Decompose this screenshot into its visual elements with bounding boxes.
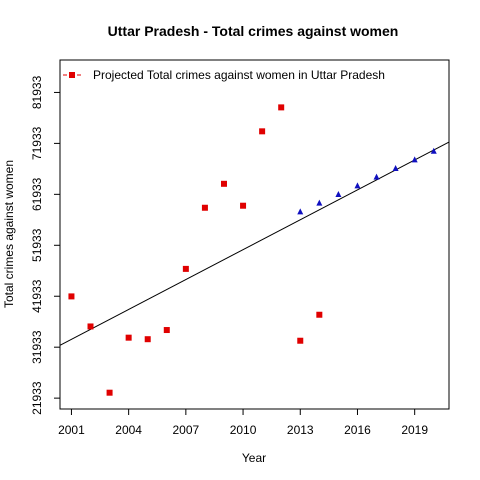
observed-point (240, 202, 247, 209)
projected-point (430, 147, 437, 154)
projected-point (297, 208, 304, 215)
y-tick-label: 81933 (30, 75, 44, 109)
projected-point (392, 165, 399, 172)
observed-point (182, 265, 189, 272)
legend-marker (69, 72, 75, 78)
observed-point (106, 389, 113, 396)
chart-title: Uttar Pradesh - Total crimes against wom… (108, 23, 399, 39)
observed-point (87, 323, 94, 330)
observed-point (220, 180, 227, 187)
y-tick-label: 51933 (30, 228, 44, 262)
projected-point (354, 182, 361, 189)
plot-frame (59, 59, 450, 410)
x-tick-label: 2013 (287, 423, 314, 437)
projected-point (373, 173, 380, 180)
projected-point (411, 156, 418, 163)
observed-point (316, 311, 323, 318)
x-tick-label: 2019 (401, 423, 428, 437)
x-tick-label: 2001 (58, 423, 85, 437)
y-tick-label: 41933 (30, 279, 44, 313)
legend: Projected Total crimes against women in … (63, 68, 385, 82)
projected-point (316, 199, 323, 206)
x-tick-label: 2007 (173, 423, 200, 437)
x-axis: 2001 2004 2007 2010 2013 2016 2019 (58, 409, 428, 437)
observed-point (278, 104, 285, 111)
data-points (68, 104, 437, 396)
observed-point (201, 204, 208, 211)
observed-point (144, 336, 151, 343)
observed-point (259, 128, 266, 135)
x-axis-title: Year (242, 451, 266, 465)
y-tick-label: 31933 (30, 330, 44, 364)
y-axis-title: Total crimes against women (2, 160, 16, 308)
x-tick-label: 2010 (230, 423, 257, 437)
observed-point (297, 337, 304, 344)
projected-point (335, 191, 342, 198)
y-axis: 21933 31933 41933 51933 61933 71933 81933 (30, 75, 60, 415)
legend-label: Projected Total crimes against women in … (93, 68, 385, 82)
observed-point (68, 293, 75, 300)
observed-point (163, 327, 170, 334)
trend-line (59, 141, 450, 346)
x-tick-label: 2016 (344, 423, 371, 437)
x-tick-label: 2004 (115, 423, 142, 437)
y-tick-label: 61933 (30, 177, 44, 211)
y-tick-label: 71933 (30, 126, 44, 160)
observed-point (125, 334, 132, 341)
y-tick-label: 21933 (30, 381, 44, 415)
